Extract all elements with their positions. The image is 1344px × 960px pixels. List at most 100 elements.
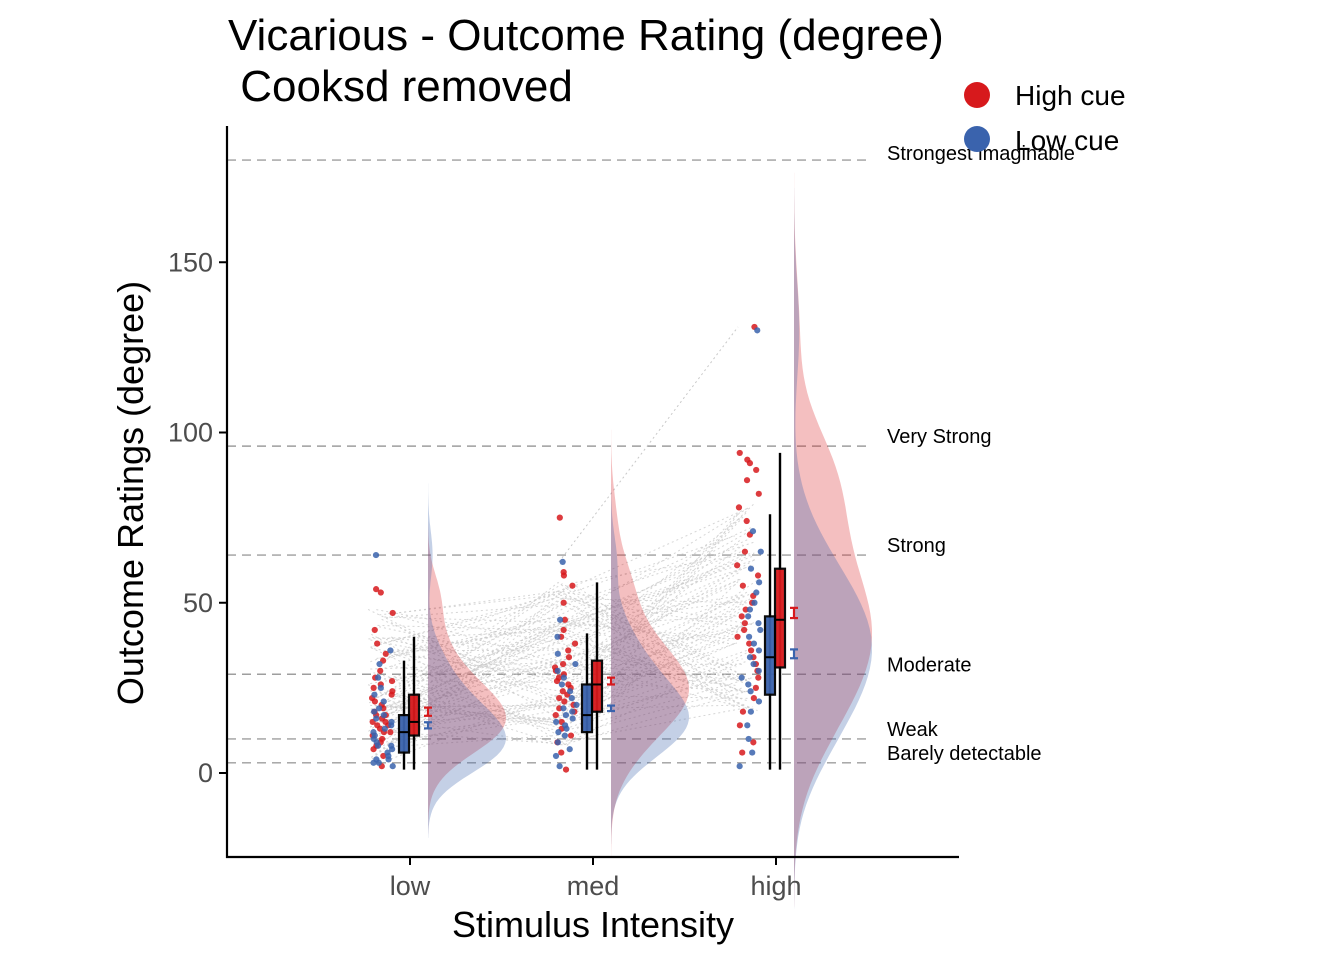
x-tick-label: high: [750, 871, 801, 901]
density-cloud: [428, 521, 506, 834]
data-point: [736, 722, 744, 729]
participant-link: [376, 602, 740, 698]
participant-link: [384, 622, 754, 740]
reference-lines: Strongest imaginable Very Strong Strong Mod…: [227, 143, 1075, 765]
data-point: [738, 674, 745, 681]
data-point: [556, 694, 563, 702]
data-point: [754, 327, 761, 334]
data-point: [374, 640, 381, 647]
data-point: [738, 613, 745, 620]
participant-link: [372, 578, 743, 650]
participant-link: [386, 539, 748, 728]
participant-link: [381, 594, 739, 673]
data-point: [747, 708, 754, 715]
participant-link: [371, 555, 753, 715]
participant-link: [391, 629, 742, 709]
data-point: [756, 579, 763, 586]
reference-label: Very Strong: [887, 426, 992, 448]
box-body: [773, 567, 787, 669]
participant-link: [384, 642, 738, 707]
data-point: [376, 705, 383, 712]
data-point: [374, 722, 381, 729]
participant-link: [377, 624, 758, 712]
data-point: [750, 660, 757, 668]
data-point: [562, 722, 569, 729]
participant-link: [376, 578, 740, 725]
data-point: [750, 640, 758, 647]
participant-link: [370, 622, 754, 681]
data-point: [734, 562, 741, 569]
data-point: [380, 752, 387, 760]
axes: [225, 126, 959, 859]
data-point: [555, 674, 563, 681]
mean-markers: [424, 606, 798, 730]
data-point: [389, 688, 396, 695]
legend-high-cue-label: High cue: [1015, 80, 1126, 111]
y-tick-label: 0: [198, 758, 213, 788]
participant-link: [381, 553, 755, 715]
data-point: [735, 504, 743, 511]
participant-link: [390, 503, 755, 760]
chart-title-line2: Cooksd removed: [228, 62, 573, 111]
participant-link: [389, 704, 744, 744]
data-point: [561, 698, 568, 705]
data-point: [739, 582, 746, 589]
density-cloud: [794, 187, 872, 909]
reference-label: Barely detectable: [887, 743, 1042, 765]
data-point: [388, 742, 395, 749]
data-point: [747, 565, 755, 572]
density-cloud: [611, 429, 689, 858]
boxplots: [397, 452, 787, 770]
reference-label: Strongest imaginable: [887, 143, 1075, 165]
legend-low-cue-label: Low cue: [1015, 125, 1119, 156]
data-point: [555, 729, 562, 736]
data-point: [741, 626, 748, 634]
x-ticks: low med high: [390, 857, 802, 901]
data-point: [560, 674, 568, 681]
data-point: [757, 626, 764, 634]
data-point: [741, 548, 749, 555]
participant-link: [370, 599, 747, 701]
participant-link: [384, 658, 742, 735]
data-point: [749, 528, 757, 535]
data-point: [741, 620, 748, 627]
participant-link: [378, 601, 741, 736]
data-point: [755, 674, 762, 681]
participant-link: [382, 624, 746, 721]
data-point: [573, 701, 580, 709]
participant-link: [384, 616, 758, 688]
data-point: [742, 606, 749, 613]
data-point: [747, 647, 755, 654]
participant-link: [379, 620, 749, 722]
density-cloud: [794, 172, 872, 907]
data-point: [380, 698, 387, 705]
data-point: [739, 749, 746, 756]
data-point: [387, 729, 394, 736]
data-point: [746, 606, 754, 613]
data-point: [736, 763, 743, 770]
data-point: [553, 718, 560, 726]
reference-label: Weak: [887, 719, 939, 741]
participant-link: [389, 666, 736, 686]
data-point: [568, 694, 575, 702]
participant-link: [369, 507, 749, 728]
data-point: [379, 735, 386, 743]
data-point: [755, 647, 763, 654]
density-cloud: [611, 483, 689, 845]
data-point: [753, 466, 760, 474]
data-point: [376, 660, 383, 668]
data-point: [554, 739, 561, 746]
data-point: [734, 633, 741, 640]
participant-link: [388, 612, 750, 682]
data-point: [558, 681, 565, 688]
participant-link: [370, 597, 748, 713]
participant-link: [381, 652, 742, 708]
data-point: [389, 763, 396, 770]
data-point: [569, 708, 576, 715]
data-point: [569, 715, 576, 722]
participant-link: [379, 658, 743, 722]
data-point: [755, 620, 762, 627]
data-point: [736, 449, 743, 457]
participant-link: [386, 615, 737, 654]
data-point: [745, 613, 752, 620]
